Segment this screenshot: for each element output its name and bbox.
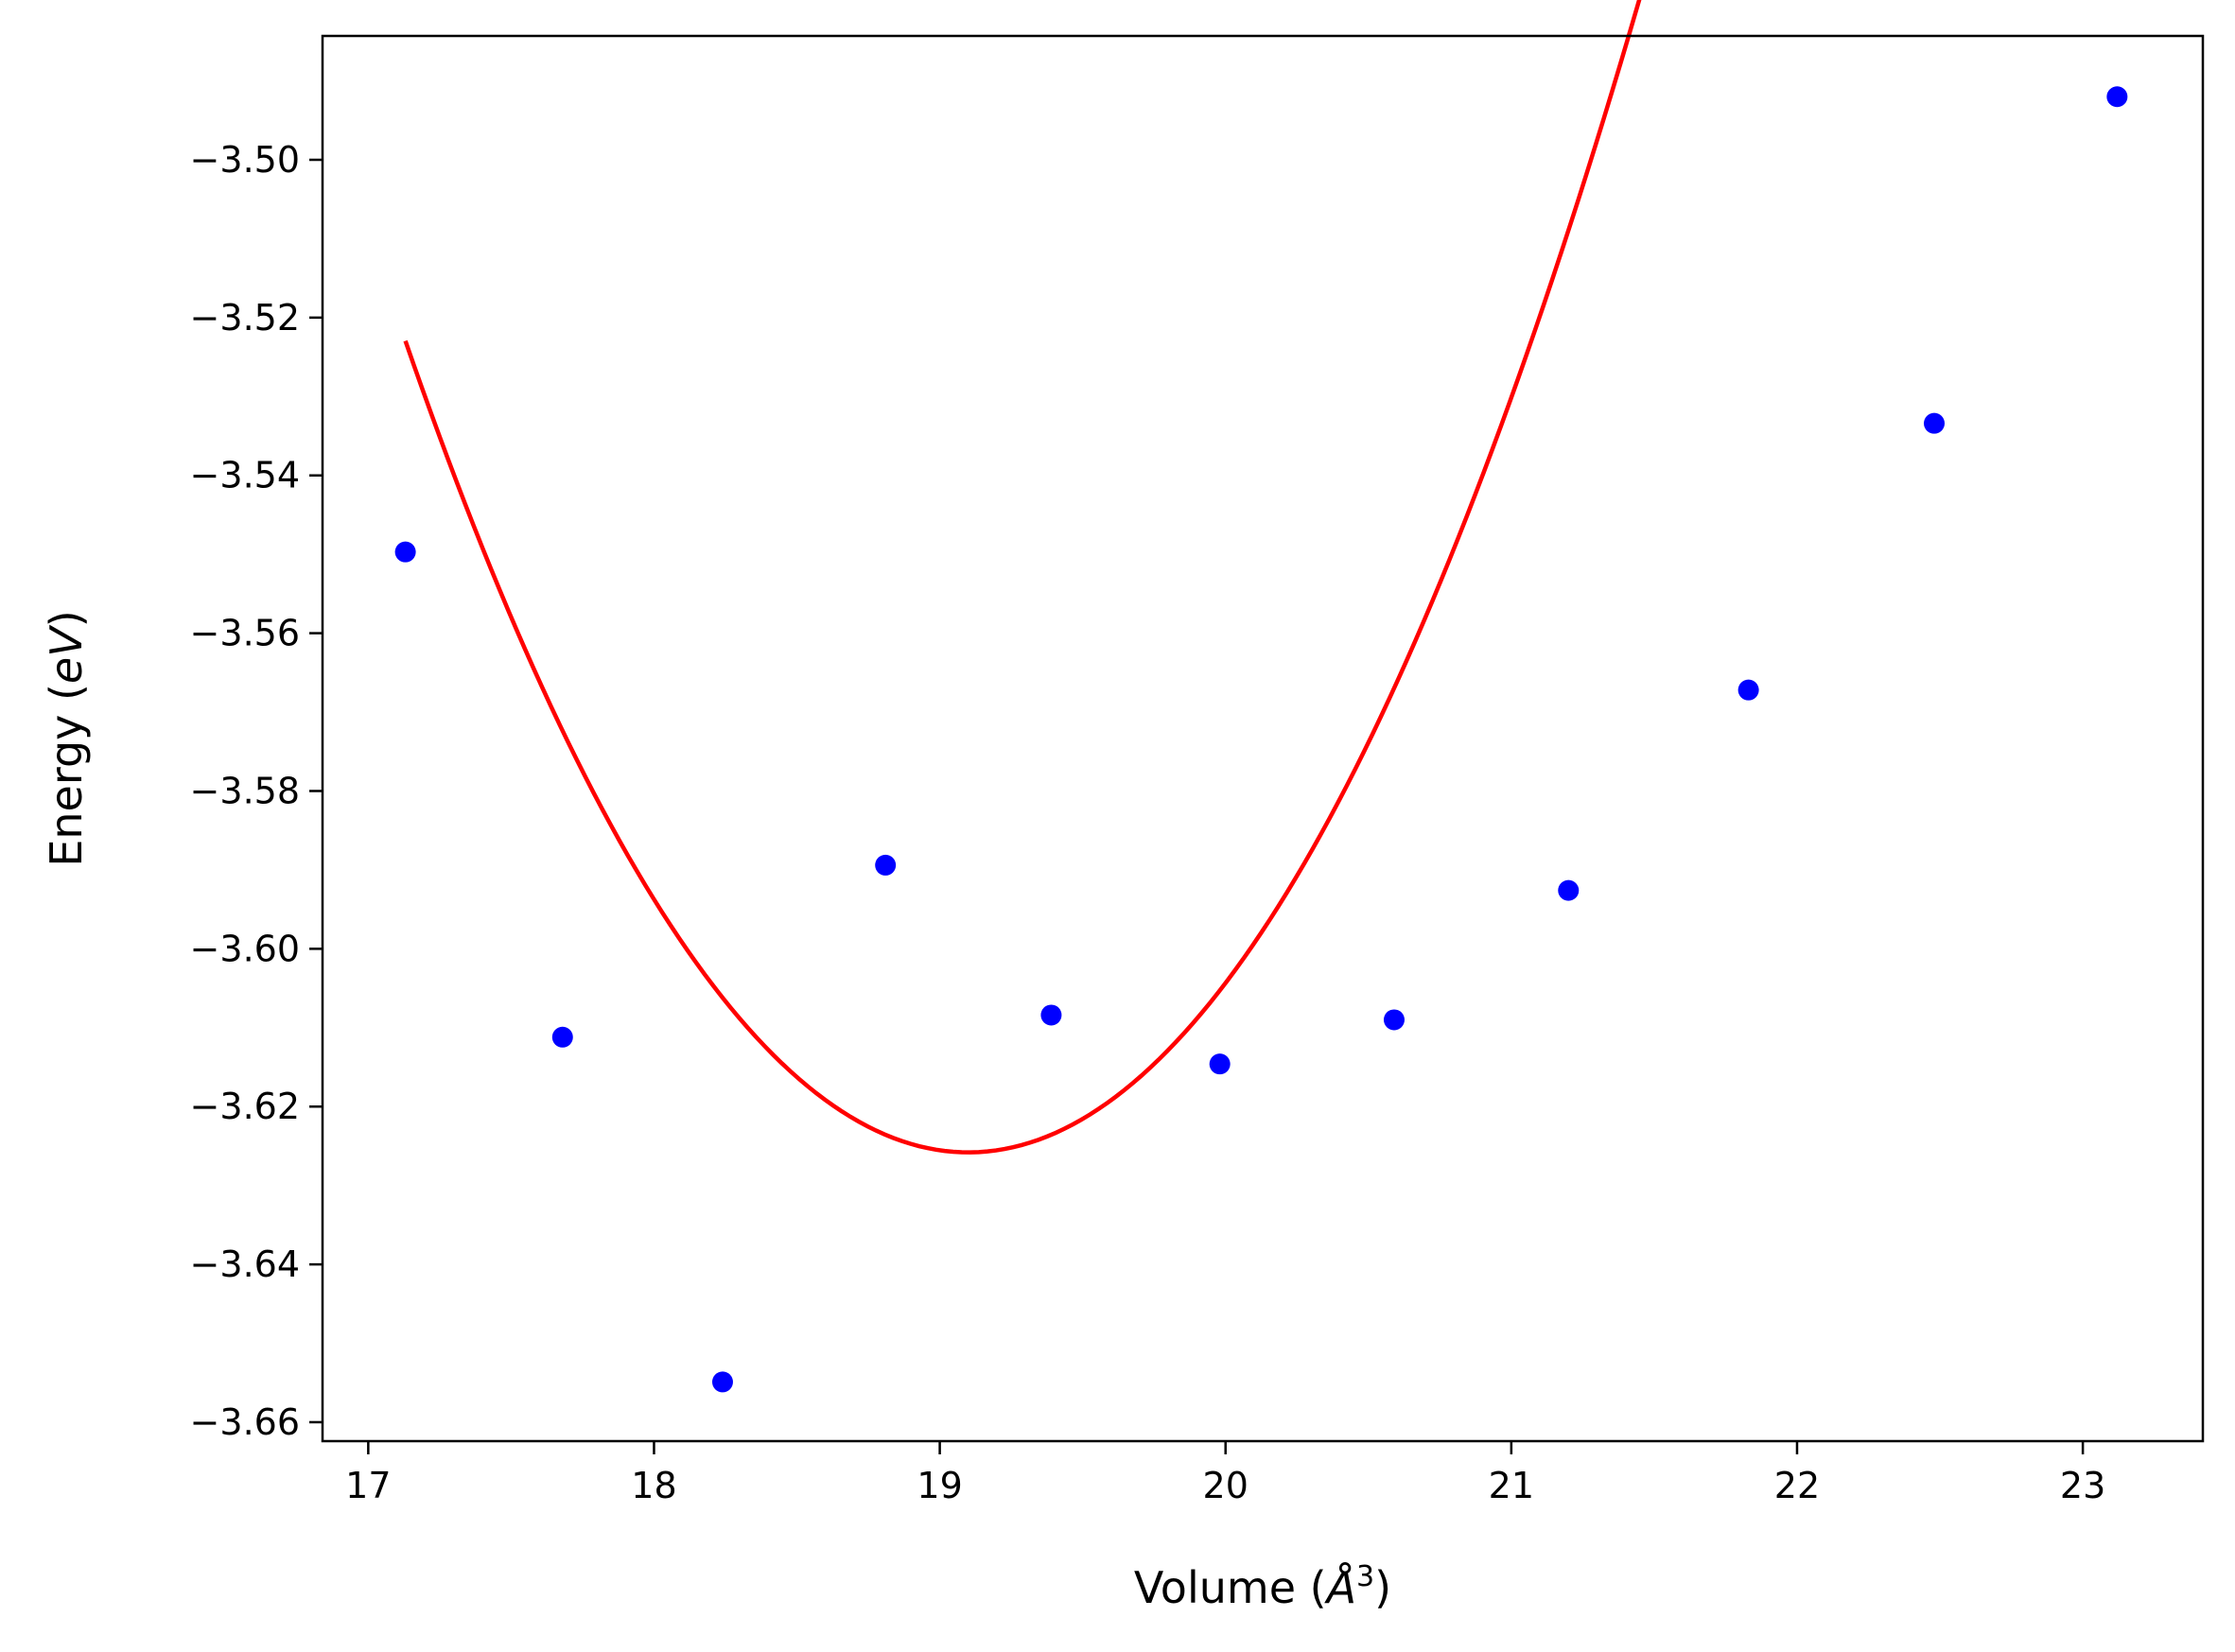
x-axis-ticks: 17 18 19 20 21 22 23 [345,1441,2105,1506]
data-point [1383,1009,1405,1031]
y-tick-label: −3.58 [190,770,300,811]
data-point [2106,86,2128,108]
y-tick-label: −3.62 [190,1086,300,1127]
y-tick-label: −3.60 [190,928,300,969]
data-point [711,1371,733,1393]
x-tick-label: 20 [1203,1465,1248,1506]
data-point [394,541,416,563]
data-point [1040,1004,1062,1026]
y-tick-label: −3.52 [190,297,300,339]
y-axis-label: Energy (eV) [41,610,92,866]
y-tick-label: −3.50 [190,139,300,181]
data-point [1209,1053,1231,1075]
data-point [1558,879,1580,901]
y-tick-label: −3.66 [190,1401,300,1443]
y-tick-label: −3.54 [190,455,300,496]
y-tick-label: −3.64 [190,1243,300,1285]
y-tick-label: −3.56 [190,613,300,654]
x-axis-label: Volume (Å3) [1134,1560,1391,1613]
x-tick-label: 17 [345,1465,391,1506]
data-point [1737,679,1759,701]
x-tick-label: 21 [1489,1465,1534,1506]
plot-area [323,36,2203,1441]
fit-curve [403,0,1642,1155]
plot-frame [321,34,2205,1443]
y-axis-ticks: −3.66 −3.64 −3.62 −3.60 −3.58 −3.56 −3.54 −3.52… [190,139,323,1443]
x-tick-label: 22 [1774,1465,1820,1506]
x-tick-label: 23 [2060,1465,2105,1506]
x-tick-label: 19 [917,1465,962,1506]
data-points [394,86,2128,1393]
data-point [551,1026,573,1048]
data-point [875,854,897,876]
x-tick-label: 18 [631,1465,676,1506]
data-point [1924,412,1945,434]
